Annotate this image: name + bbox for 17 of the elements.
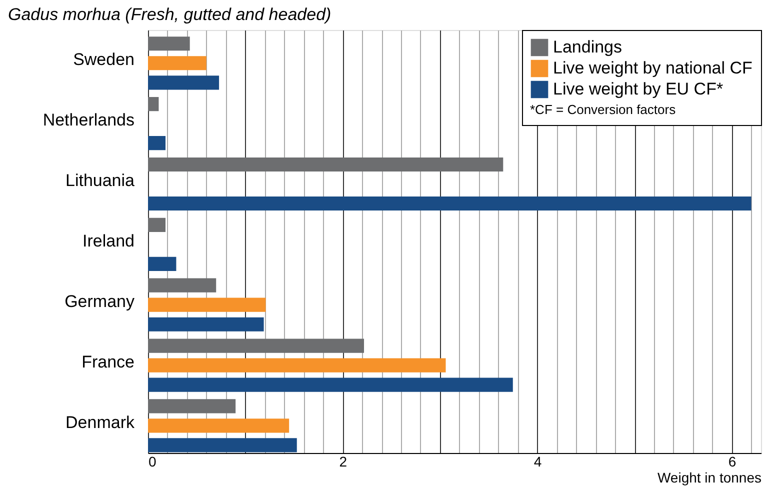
x-tick-label: 0 (148, 454, 156, 470)
y-tick-label: Ireland (82, 232, 134, 250)
y-tick-label: France (82, 352, 134, 372)
y-tick-label: Germany (64, 292, 135, 311)
y-tick-label: Sweden (73, 50, 134, 70)
legend-label: Live weight by EU CF* (553, 80, 724, 98)
chart-title: Gadus morhua (Fresh, gutted and headed) (8, 5, 332, 24)
y-tick-label: Denmark (66, 412, 135, 432)
legend-label: Landings (553, 38, 622, 56)
y-tick-label: Netherlands (42, 110, 134, 130)
legend-label: Live weight by national CF (553, 58, 752, 78)
x-tick-label: 2 (339, 454, 348, 470)
x-tick-label: 6 (728, 454, 736, 470)
annotation: *CF = Conversion factors (530, 102, 676, 117)
y-tick-label: Lithuania (65, 171, 136, 190)
x-tick-label: 4 (534, 454, 542, 470)
x-axis-title: Weight in tonnes (657, 470, 762, 486)
